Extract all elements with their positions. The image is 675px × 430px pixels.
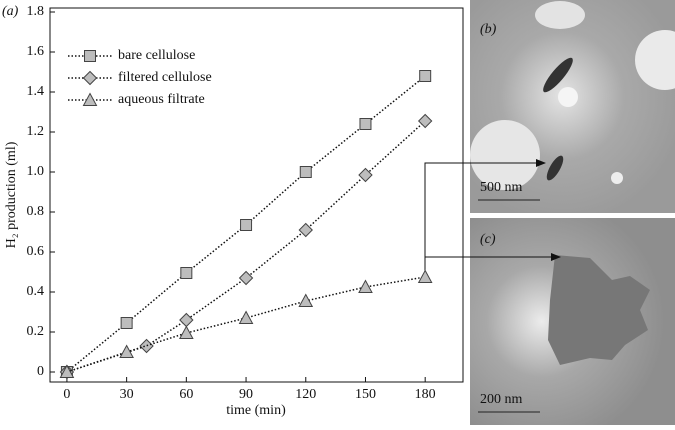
y-axis-label: H₂ production (ml) xyxy=(4,141,19,248)
marker xyxy=(120,317,133,329)
x-tick-label: 150 xyxy=(355,387,376,402)
x-tick-label: 180 xyxy=(415,387,436,402)
legend-label: filtered cellulose xyxy=(118,70,212,85)
legend-marker xyxy=(84,50,96,62)
marker xyxy=(417,269,433,283)
marker xyxy=(119,344,134,358)
y-tick-label: 1.8 xyxy=(27,4,45,19)
y-tick-label: 1.2 xyxy=(27,124,45,139)
marker xyxy=(417,113,433,129)
marker xyxy=(179,312,194,328)
x-tick-label: 30 xyxy=(120,387,134,402)
plot-frame xyxy=(49,7,464,383)
marker xyxy=(298,222,313,238)
marker xyxy=(238,310,254,324)
y-tick-label: 1.4 xyxy=(27,84,45,99)
y-tick-label: 1.0 xyxy=(27,164,45,179)
y-tick-label: 0 xyxy=(37,364,44,379)
x-tick-label: 60 xyxy=(179,387,193,402)
x-axis-label: time (min) xyxy=(226,403,286,418)
legend-label: bare cellulose xyxy=(118,48,195,63)
legend-marker xyxy=(82,92,98,106)
x-tick-label: 120 xyxy=(295,387,316,402)
legend-label: aqueous filtrate xyxy=(118,92,205,107)
marker xyxy=(358,279,373,293)
marker xyxy=(359,118,372,130)
marker xyxy=(59,364,75,378)
marker xyxy=(240,219,253,231)
marker xyxy=(358,167,373,183)
y-tick-label: 0.6 xyxy=(27,244,45,259)
marker xyxy=(139,338,154,354)
panel-label: (a) xyxy=(2,4,19,19)
x-tick-label: 90 xyxy=(239,387,253,402)
y-tick-label: 0.2 xyxy=(27,324,45,339)
panel-label: (c) xyxy=(480,232,496,247)
marker xyxy=(179,325,194,339)
series-line xyxy=(66,120,426,373)
y-tick-label: 0.4 xyxy=(27,284,45,299)
marker xyxy=(298,293,314,307)
x-tick-label: 0 xyxy=(63,387,70,402)
panel-label: (b) xyxy=(480,22,497,37)
scale-label: 500 nm xyxy=(480,180,523,195)
marker xyxy=(299,166,312,178)
y-tick-label: 1.6 xyxy=(27,44,45,59)
micrograph-c xyxy=(470,218,675,425)
y-tick-label: 0.8 xyxy=(27,204,45,219)
arrow xyxy=(424,159,546,277)
marker xyxy=(180,267,193,279)
legend-marker xyxy=(82,70,98,86)
scale-label: 200 nm xyxy=(480,392,523,407)
micrograph-b xyxy=(470,0,675,213)
marker xyxy=(419,70,432,82)
marker xyxy=(238,270,254,286)
